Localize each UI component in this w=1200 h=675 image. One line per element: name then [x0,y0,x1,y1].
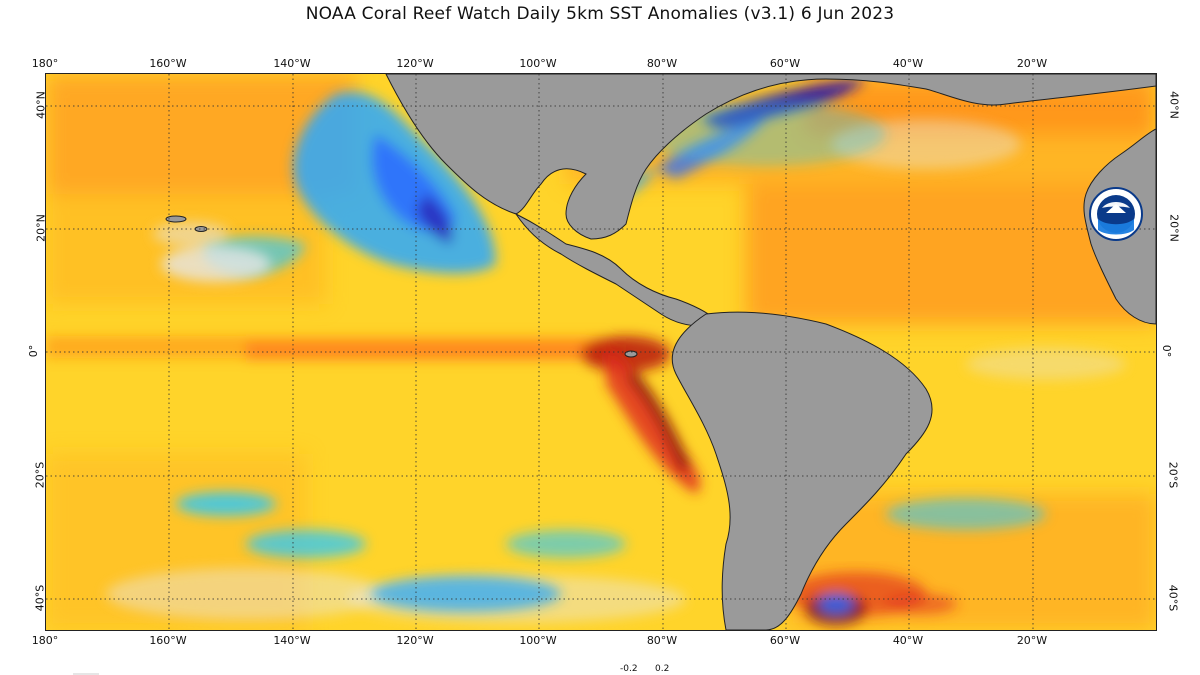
left-tick-label: 0° [26,344,40,358]
bottom-tick-label: 20°W [1016,634,1048,647]
bottom-tick-label: 100°W [519,634,557,647]
right-tick-label: 0° [1159,344,1173,358]
right-tick-label: 40°S [1166,584,1180,612]
land-masses [165,74,1156,630]
top-tick-label: 120°W [396,57,434,70]
south-atlantic-swirls [786,572,957,625]
right-tick-label: 20°S [1166,461,1180,489]
top-tick-label: 100°W [519,57,557,70]
gridlines [46,74,1156,630]
top-tick-label: 180° [31,57,59,70]
top-tick-label: 60°W [769,57,801,70]
map-title: NOAA Coral Reef Watch Daily 5km SST Anom… [305,4,895,24]
equatorial-warm-tongue [46,336,701,494]
right-tick-label: 20°N [1167,214,1181,242]
bottom-tick-label: 60°W [769,634,801,647]
bottom-tick-label: 160°W [149,634,187,647]
top-tick-label: 140°W [273,57,311,70]
bottom-tick-label: 140°W [273,634,311,647]
top-tick-label: 160°W [149,57,187,70]
bottom-tick-label: 180° [31,634,59,647]
legend-negative-label: -0.2 [620,664,638,674]
legend-positive-label: 0.2 [655,664,670,674]
noaa-logo-icon [1089,187,1143,241]
noaa-logo-icon [1088,186,1144,242]
sst-map-canvas [46,74,1156,630]
bottom-tick-label: 120°W [396,634,434,647]
sst-map [45,73,1157,631]
legend-swatch [73,673,99,675]
right-tick-label: 40°N [1167,91,1181,119]
south-pacific-cool-specks [176,492,1046,612]
top-tick-label: 20°W [1016,57,1048,70]
legend: -0.2 0.2 [0,664,1200,675]
bottom-tick-label: 80°W [646,634,678,647]
bottom-tick-label: 40°W [892,634,924,647]
top-tick-label: 80°W [646,57,678,70]
top-tick-label: 40°W [892,57,924,70]
